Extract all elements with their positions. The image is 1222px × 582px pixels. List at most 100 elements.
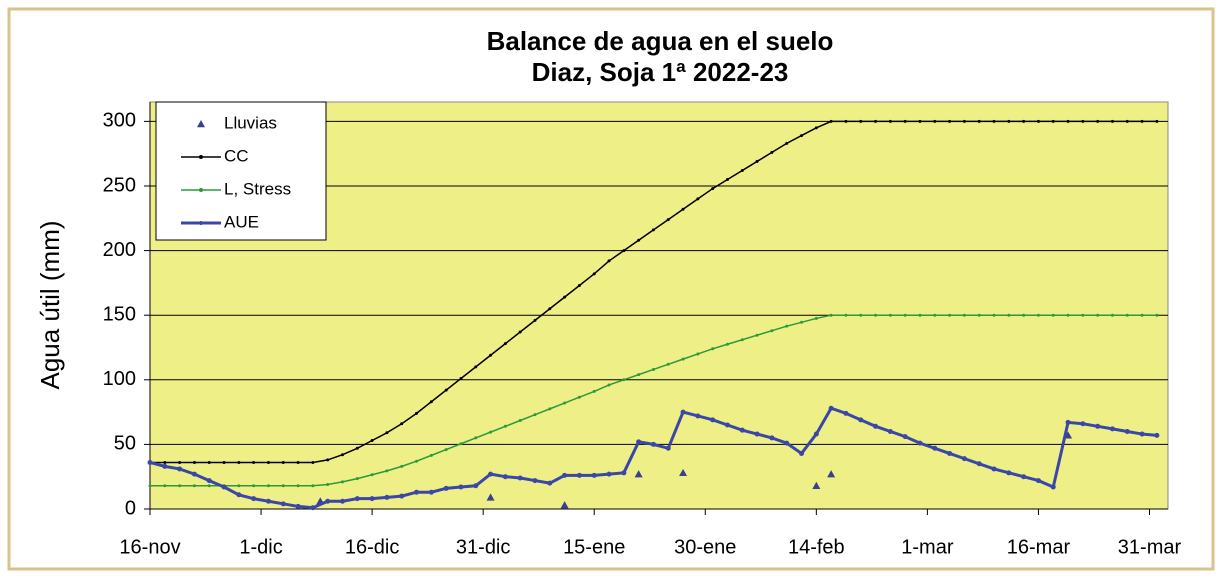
series-marker xyxy=(177,466,183,472)
series-marker xyxy=(281,460,285,464)
y-tick-label: 250 xyxy=(103,174,136,196)
series-marker xyxy=(859,119,863,123)
series-marker xyxy=(992,119,996,123)
series-marker xyxy=(918,119,922,123)
series-marker xyxy=(252,460,256,464)
series-marker xyxy=(902,434,908,440)
series-marker xyxy=(932,445,938,451)
x-tick-label: 30-ene xyxy=(674,536,736,558)
series-marker xyxy=(591,472,597,478)
series-marker xyxy=(918,313,922,317)
series-marker xyxy=(844,119,848,123)
series-marker xyxy=(814,126,818,130)
series-marker xyxy=(711,187,715,191)
series-marker xyxy=(903,119,907,123)
series-marker xyxy=(622,249,626,253)
series-marker xyxy=(799,450,805,456)
rain-marker xyxy=(812,481,821,489)
series-marker xyxy=(874,119,878,123)
series-marker xyxy=(311,484,315,488)
y-tick-label: 150 xyxy=(103,303,136,325)
series-marker xyxy=(280,501,286,507)
series-marker xyxy=(415,411,419,415)
series-marker xyxy=(607,383,611,387)
series-marker xyxy=(444,448,448,452)
series-marker xyxy=(650,441,656,447)
series-marker xyxy=(696,197,700,201)
series-marker xyxy=(163,484,167,488)
series-marker xyxy=(1036,119,1040,123)
series-marker xyxy=(858,417,864,423)
series-marker xyxy=(1007,119,1011,123)
series-marker xyxy=(1110,119,1114,123)
series-marker xyxy=(740,338,744,342)
series-marker xyxy=(785,141,789,145)
series-marker xyxy=(147,459,153,465)
rain-marker xyxy=(560,501,569,509)
y-tick-label: 200 xyxy=(103,239,136,261)
series-marker xyxy=(265,498,271,504)
series-marker xyxy=(340,480,344,484)
rain-marker xyxy=(679,468,688,477)
y-tick-label: 0 xyxy=(125,497,136,519)
series-marker xyxy=(163,460,167,464)
series-marker xyxy=(977,119,981,123)
series-marker xyxy=(680,409,686,415)
series-marker xyxy=(800,320,804,324)
series-marker xyxy=(221,484,227,490)
y-tick-label: 100 xyxy=(103,368,136,390)
series-marker xyxy=(740,168,744,172)
series-marker xyxy=(1125,313,1129,317)
series-marker xyxy=(1066,313,1070,317)
series-marker xyxy=(903,313,907,317)
series-marker xyxy=(665,445,671,451)
series-marker xyxy=(961,456,967,462)
series-marker xyxy=(696,352,700,356)
series-marker xyxy=(339,498,345,504)
x-tick-label: 14-feb xyxy=(788,536,845,558)
series-marker xyxy=(784,440,790,446)
series-marker xyxy=(518,418,522,422)
series-marker xyxy=(948,313,952,317)
series-marker xyxy=(1080,421,1086,427)
series-marker xyxy=(385,431,389,435)
series-marker xyxy=(237,484,241,488)
series-marker xyxy=(1096,119,1100,123)
y-axis-label: Agua útil (mm) xyxy=(35,220,65,389)
legend-label: CC xyxy=(224,146,249,165)
series-marker xyxy=(489,430,493,434)
series-marker xyxy=(1155,313,1159,317)
series-marker xyxy=(887,428,893,434)
series-marker xyxy=(548,407,552,411)
chart-subtitle: Diaz, Soja 1ª 2022-23 xyxy=(532,57,789,87)
series-marker xyxy=(991,466,997,472)
series-marker xyxy=(725,342,729,346)
series-marker xyxy=(577,395,581,399)
series-marker xyxy=(1140,119,1144,123)
series-marker xyxy=(296,460,300,464)
series-marker xyxy=(384,494,390,500)
series-marker xyxy=(770,329,774,333)
series-marker xyxy=(563,295,567,299)
series-marker xyxy=(592,389,596,393)
series-marker xyxy=(666,362,670,366)
series-marker xyxy=(874,313,878,317)
series-marker xyxy=(207,460,211,464)
series-marker xyxy=(385,469,389,473)
series-marker xyxy=(1021,474,1027,480)
series-marker xyxy=(711,347,715,351)
series-marker xyxy=(888,119,892,123)
series-marker xyxy=(354,496,360,502)
series-marker xyxy=(310,505,316,511)
rain-marker xyxy=(486,493,495,501)
series-marker xyxy=(473,483,479,489)
series-marker xyxy=(370,473,374,477)
series-marker xyxy=(917,440,923,446)
legend-label: Lluvias xyxy=(224,113,277,132)
series-marker xyxy=(266,484,270,488)
series-marker xyxy=(355,477,359,481)
legend-marker xyxy=(199,155,203,159)
legend-label: AUE xyxy=(224,212,259,231)
series-marker xyxy=(785,324,789,328)
